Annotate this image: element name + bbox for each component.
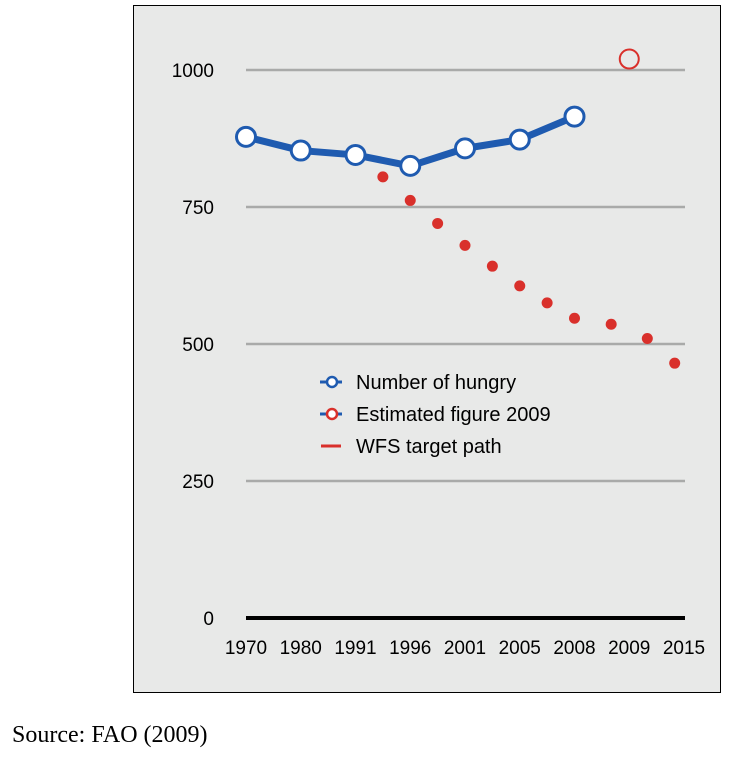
- wfs-target-path-dot-1: [404, 194, 416, 206]
- x-tick-label-2008: 2008: [553, 638, 595, 659]
- x-tick-label-1991: 1991: [334, 638, 376, 659]
- x-tick-label-2001: 2001: [444, 638, 486, 659]
- wfs-target-path-dot-10: [669, 357, 681, 369]
- y-tick-label-1000: 1000: [172, 61, 214, 82]
- y-tick-label-250: 250: [182, 472, 214, 493]
- x-tick-label-2009: 2009: [608, 638, 650, 659]
- hunger-line-chart: 0 250 500 750 1000 1970 1980 1991 1996 2001 2005 2…: [172, 48, 705, 659]
- wfs-target-path-dot-2: [432, 217, 444, 229]
- x-tick-label-1996: 1996: [389, 638, 431, 659]
- number-of-hungry-point-4: [454, 137, 476, 160]
- number-of-hungry-point-6: [563, 105, 586, 128]
- y-tick-label-500: 500: [182, 335, 214, 356]
- number-of-hungry-point-0: [235, 125, 257, 148]
- legend-swatch-number-of-hungry: [325, 375, 339, 389]
- source-caption: Source: FAO (2009): [12, 722, 208, 748]
- wfs-target-path-dot-5: [514, 280, 526, 292]
- legend-label-estimated-figure-2009: Estimated figure 2009: [356, 404, 551, 426]
- estimated-figure-2009-point-0: [618, 48, 640, 70]
- wfs-target-path-dot-3: [459, 239, 471, 251]
- legend-swatch-estimated-figure-2009: [325, 407, 339, 421]
- x-tick-label-2015: 2015: [663, 638, 705, 659]
- wfs-target-path-dot-9: [641, 333, 653, 345]
- number-of-hungry-point-1: [289, 139, 312, 162]
- number-of-hungry-point-5: [508, 128, 531, 151]
- number-of-hungry-point-3: [399, 154, 422, 177]
- y-tick-label-0: 0: [203, 609, 214, 630]
- legend-label-wfs-target-path: WFS target path: [356, 436, 502, 458]
- wfs-target-path-dot-6: [541, 297, 553, 309]
- wfs-target-path-dot-8: [605, 318, 617, 330]
- wfs-target-path-dot-7: [569, 312, 580, 324]
- chart-frame: 0 250 500 750 1000 1970 1980 1991 1996 2001 2005 2…: [133, 5, 721, 693]
- legend-label-number-of-hungry: Number of hungry: [356, 372, 516, 394]
- wfs-target-path-dot-4: [486, 260, 498, 272]
- x-tick-label-2005: 2005: [499, 638, 541, 659]
- x-tick-label-1970: 1970: [225, 638, 267, 659]
- y-tick-label-750: 750: [182, 198, 214, 219]
- x-tick-label-1980: 1980: [280, 638, 322, 659]
- wfs-target-path-dot-0: [377, 171, 389, 183]
- number-of-hungry-point-2: [344, 143, 367, 166]
